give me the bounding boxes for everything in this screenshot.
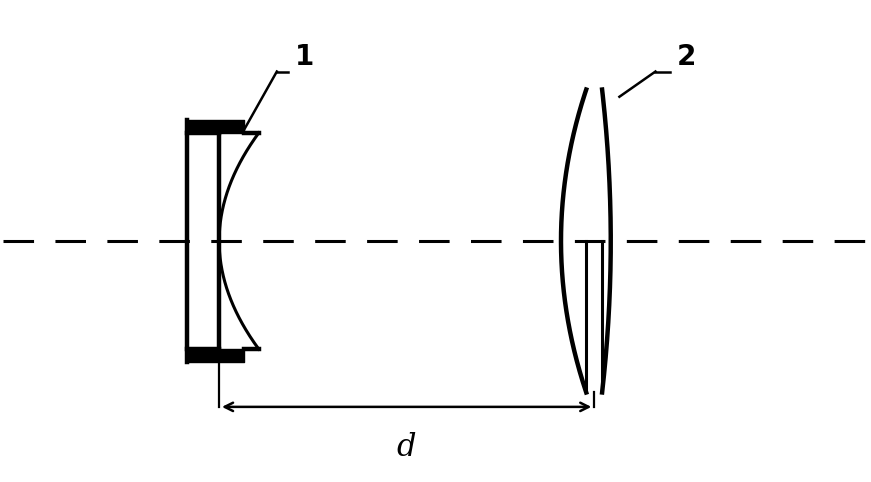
Text: 2: 2 [677, 43, 697, 71]
Text: d: d [397, 432, 416, 463]
Text: 1: 1 [295, 43, 314, 71]
